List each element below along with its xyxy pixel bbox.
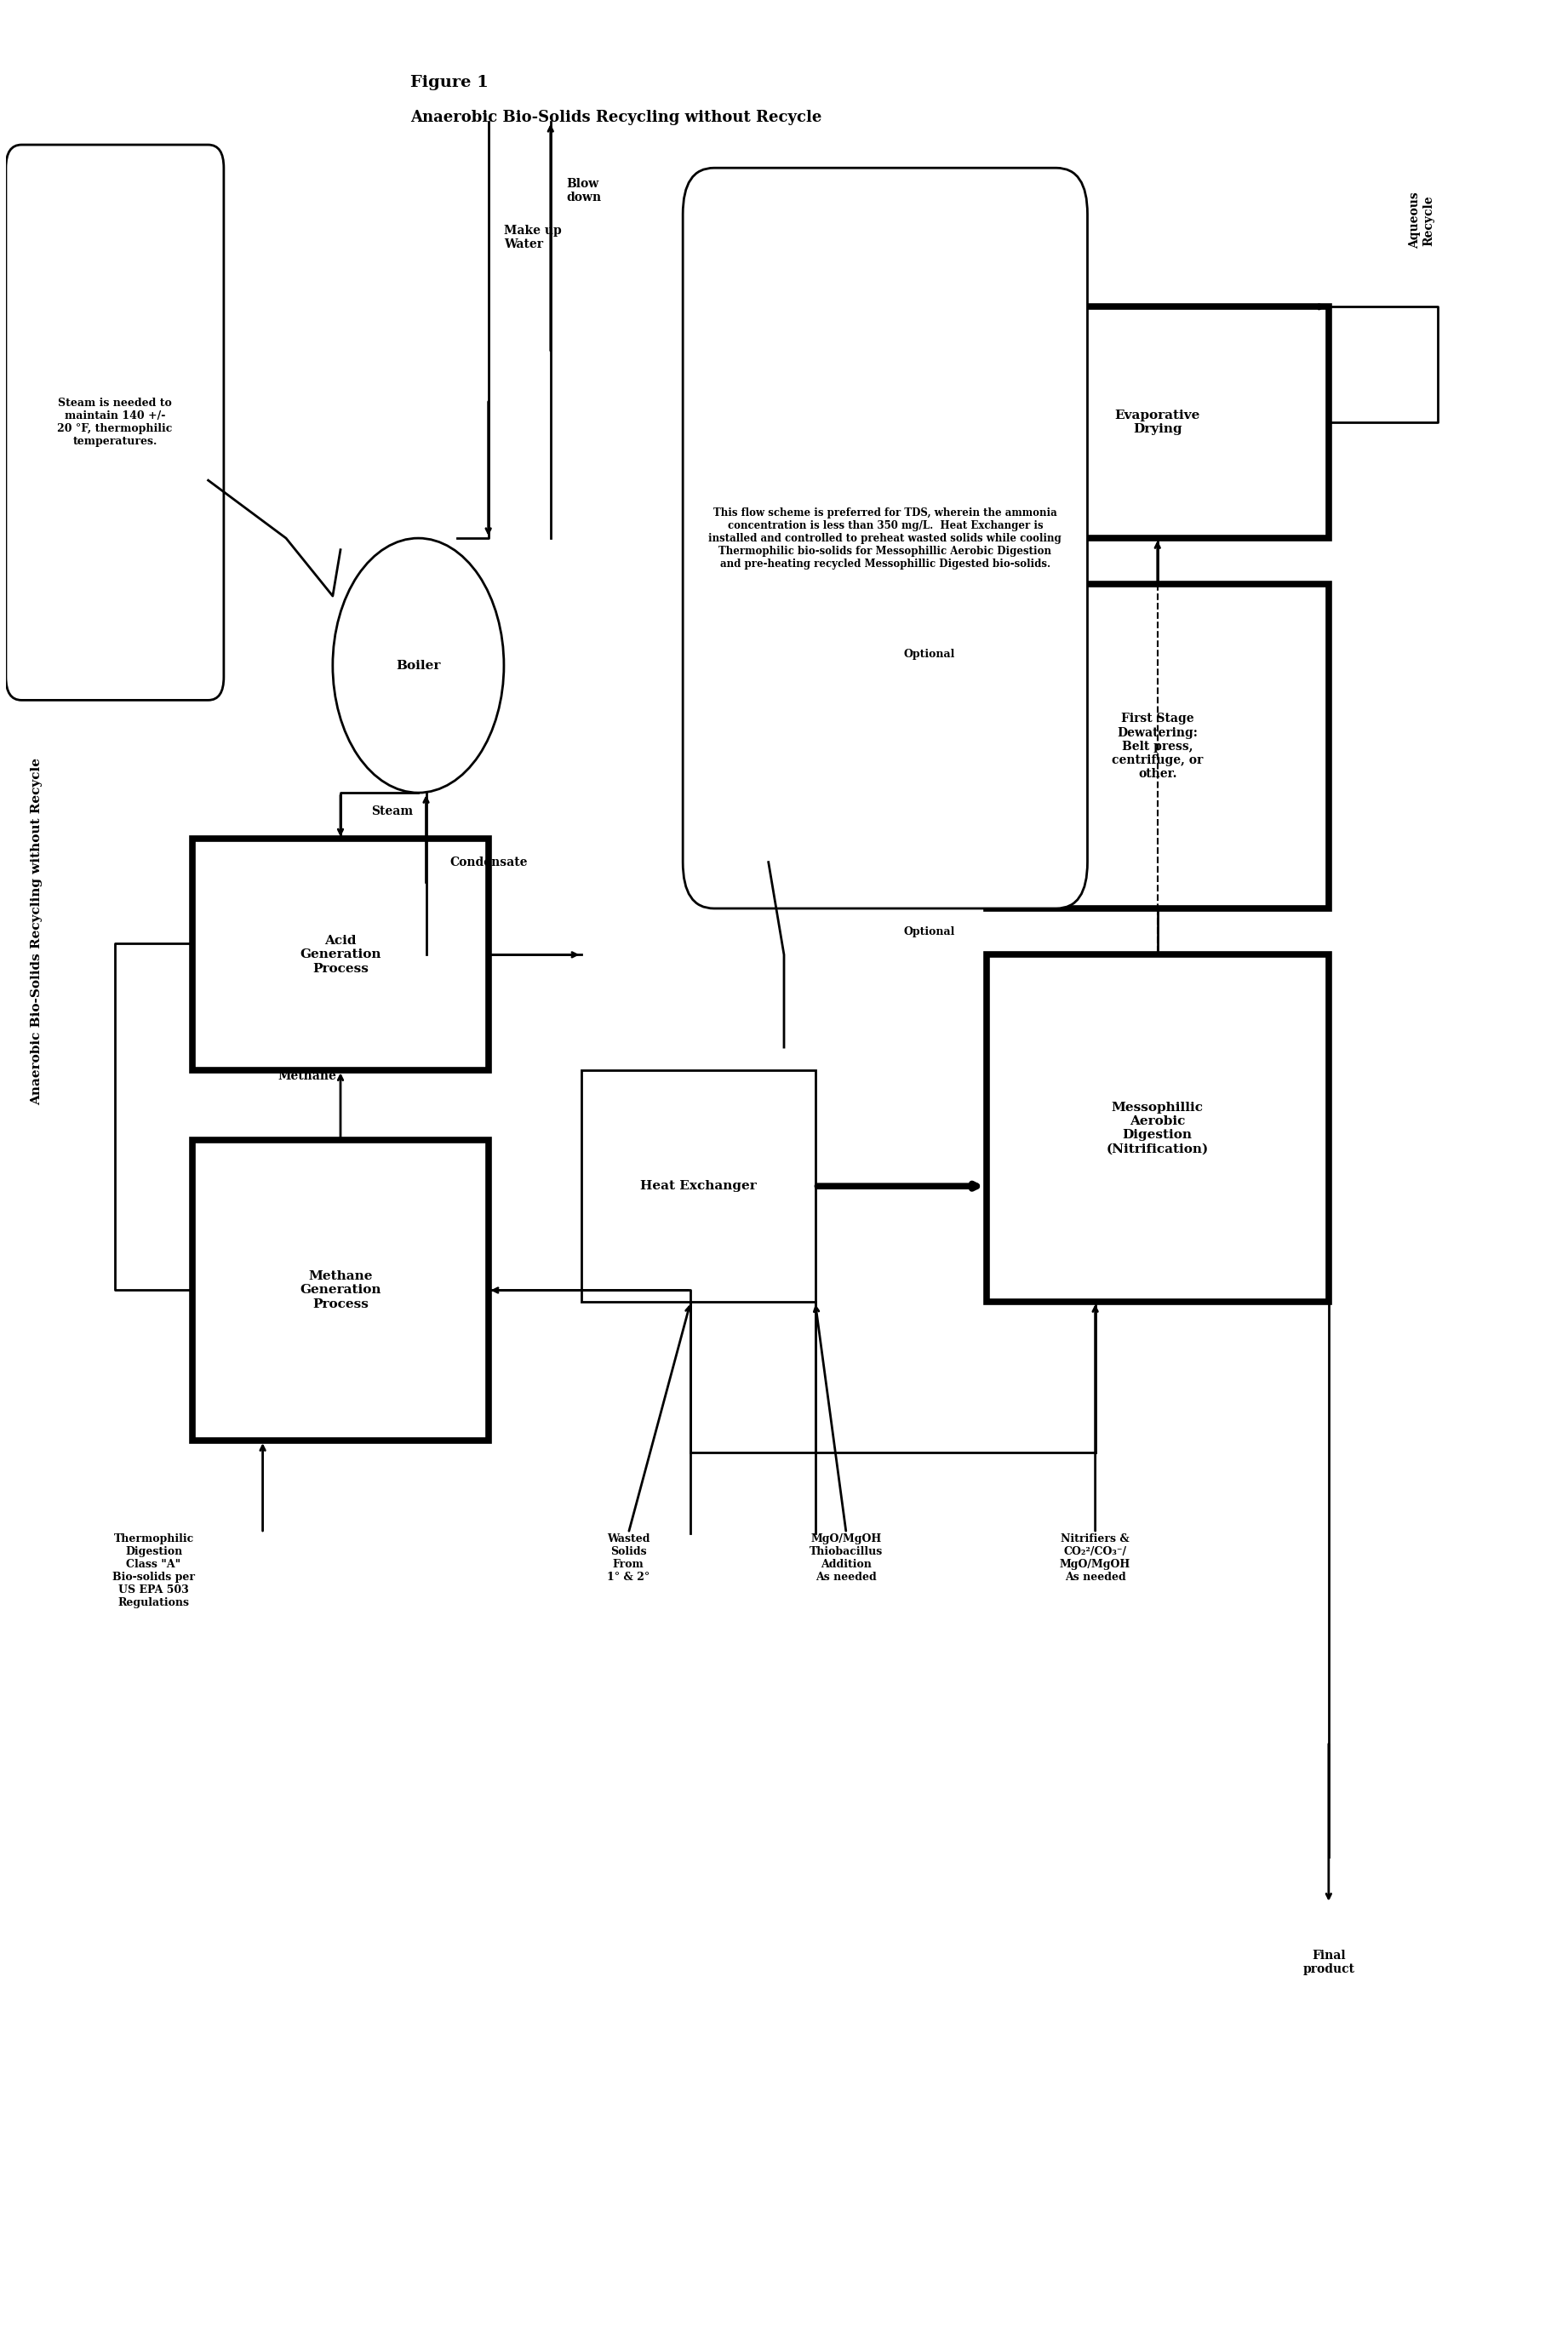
Text: Anaerobic Bio-Solids Recycling without Recycle: Anaerobic Bio-Solids Recycling without R… — [31, 758, 42, 1105]
Text: Optional: Optional — [903, 926, 955, 937]
Text: Final
product: Final product — [1303, 1949, 1355, 1975]
Text: Wasted
Solids
From
1° & 2°: Wasted Solids From 1° & 2° — [607, 1533, 649, 1582]
Text: Methane: Methane — [278, 1070, 337, 1082]
Text: Optional: Optional — [903, 649, 955, 658]
Text: Heat Exchanger: Heat Exchanger — [640, 1179, 757, 1193]
FancyBboxPatch shape — [986, 584, 1328, 909]
Text: Aqueous
Recycle: Aqueous Recycle — [1410, 193, 1435, 249]
Text: Evaporative
Drying: Evaporative Drying — [1115, 409, 1200, 435]
Text: First Stage
Dewatering:
Belt press,
centrifuge, or
other.: First Stage Dewatering: Belt press, cent… — [1112, 712, 1203, 779]
Text: Condensate: Condensate — [450, 856, 527, 868]
Text: MgO/MgOH
Thiobacillus
Addition
As needed: MgO/MgOH Thiobacillus Addition As needed — [809, 1533, 883, 1582]
FancyBboxPatch shape — [582, 1070, 815, 1303]
Text: Figure 1: Figure 1 — [411, 74, 489, 91]
Text: Nitrifiers &
CO₂²/CO₃⁻/
MgO/MgOH
As needed: Nitrifiers & CO₂²/CO₃⁻/ MgO/MgOH As need… — [1060, 1533, 1131, 1582]
Text: Boiler: Boiler — [397, 661, 441, 672]
Text: Thermophilic
Digestion
Class "A"
Bio-solids per
US EPA 503
Regulations: Thermophilic Digestion Class "A" Bio-sol… — [113, 1533, 194, 1607]
FancyBboxPatch shape — [193, 1140, 488, 1440]
FancyBboxPatch shape — [986, 307, 1328, 537]
Text: Steam: Steam — [372, 805, 414, 816]
Text: Anaerobic Bio-Solids Recycling without Recycle: Anaerobic Bio-Solids Recycling without R… — [411, 109, 822, 126]
Text: Steam is needed to
maintain 140 +/-
20 °F, thermophilic
temperatures.: Steam is needed to maintain 140 +/- 20 °… — [56, 398, 172, 447]
FancyBboxPatch shape — [6, 144, 224, 700]
Text: This flow scheme is preferred for TDS, wherein the ammonia
concentration is less: This flow scheme is preferred for TDS, w… — [709, 507, 1062, 570]
Text: Blow
down: Blow down — [566, 179, 601, 205]
Text: Methane
Generation
Process: Methane Generation Process — [299, 1270, 381, 1310]
Text: Messophillic
Aerobic
Digestion
(Nitrification): Messophillic Aerobic Digestion (Nitrific… — [1107, 1103, 1209, 1156]
Text: Acid
Generation
Process: Acid Generation Process — [299, 935, 381, 975]
FancyBboxPatch shape — [986, 954, 1328, 1303]
Text: Make up
Water: Make up Water — [503, 226, 561, 251]
FancyBboxPatch shape — [682, 167, 1088, 909]
FancyBboxPatch shape — [193, 840, 488, 1070]
